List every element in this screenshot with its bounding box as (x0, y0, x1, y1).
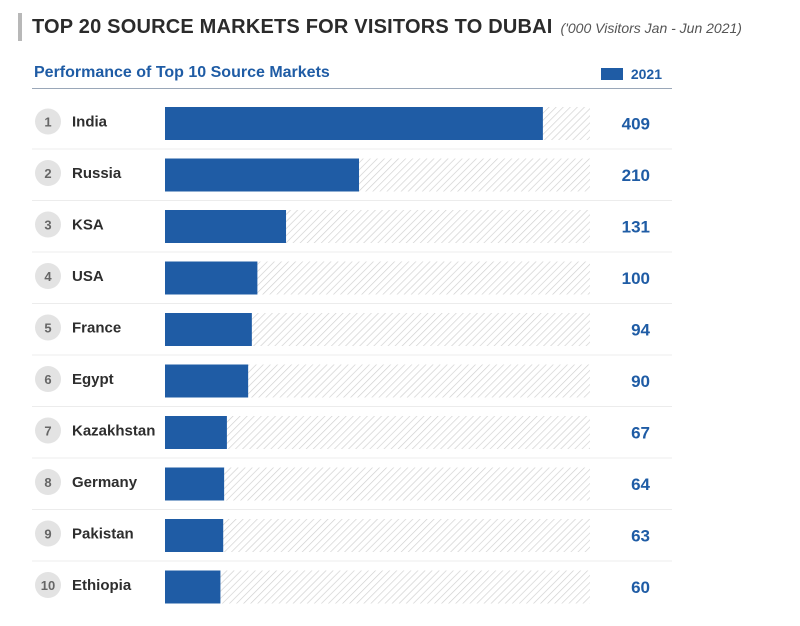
bar (165, 261, 258, 295)
chart-row: 1 India 409 (32, 107, 672, 150)
legend: 2021 (600, 66, 662, 82)
rank-circle (35, 572, 61, 598)
chart-row: 6 Egypt 90 (32, 364, 672, 407)
chart-row: 2 Russia 210 (32, 158, 672, 201)
category-label: Egypt (72, 371, 114, 388)
rank-circle (35, 211, 61, 238)
page-title: TOP 20 SOURCE MARKETS FOR VISITORS TO DU… (32, 15, 553, 38)
rank-label: 6 (44, 372, 51, 387)
bar (165, 416, 227, 449)
bar (165, 467, 225, 501)
bar-track (165, 519, 590, 552)
data-label: 64 (631, 475, 650, 494)
data-label: 63 (631, 527, 650, 546)
chart-row: 7 Kazakhstan 67 (32, 416, 672, 459)
legend-swatch (600, 68, 623, 80)
data-label: 90 (631, 372, 650, 391)
category-label: KSA (72, 217, 104, 234)
category-label: India (72, 114, 108, 131)
title-accent-bar (18, 13, 22, 41)
chart-row: 9 Pakistan 63 (32, 519, 672, 562)
chart-row: 4 USA 100 (32, 261, 672, 304)
data-label: 100 (622, 269, 650, 288)
data-label: 409 (622, 115, 650, 134)
rank-circle (35, 520, 61, 547)
rank-circle (35, 108, 61, 135)
title-block: TOP 20 SOURCE MARKETS FOR VISITORS TO DU… (18, 10, 742, 44)
bar-track (165, 570, 590, 604)
data-label: 94 (631, 321, 650, 340)
bar-track (165, 416, 590, 449)
rank-circle (35, 417, 61, 444)
bar (165, 210, 287, 243)
bar (165, 519, 224, 552)
rank-label: 2 (44, 166, 51, 181)
category-label: Germany (72, 474, 138, 491)
rank-circle (35, 366, 61, 392)
bar-track (165, 467, 590, 501)
rank-label: 5 (44, 321, 51, 336)
bar (165, 107, 543, 140)
rank-circle (35, 263, 61, 289)
rank-circle (35, 160, 61, 186)
category-label: Russia (72, 165, 122, 182)
chart-rows: 1 India 409 2 Russia 210 3 KSA 131 4 USA 100 5 France… (32, 107, 672, 604)
rank-label: 9 (44, 527, 51, 542)
data-label: 131 (622, 218, 650, 237)
chart-row: 3 KSA 131 (32, 210, 672, 253)
bar (165, 570, 221, 604)
bar (165, 158, 360, 192)
category-label: Pakistan (72, 526, 134, 543)
rank-circle (35, 469, 61, 495)
chart-row: 10 Ethiopia 60 (35, 570, 650, 604)
page-subtitle: ('000 Visitors Jan - Jun 2021) (560, 20, 742, 36)
rank-label: 10 (41, 578, 55, 593)
chart-row: 5 France 94 (32, 313, 672, 356)
chart-header: Performance of Top 10 Source Markets 202… (32, 60, 672, 89)
data-label: 60 (631, 578, 650, 597)
category-label: USA (72, 268, 104, 285)
bar (165, 313, 252, 346)
chart-row: 8 Germany 64 (32, 467, 672, 510)
rank-label: 7 (44, 424, 51, 439)
rank-label: 8 (44, 475, 51, 490)
chart-title: Performance of Top 10 Source Markets (34, 64, 330, 81)
bar-chart: 1 India 409 2 Russia 210 3 KSA 131 4 USA 100 5 France… (32, 107, 672, 604)
rank-label: 4 (44, 269, 52, 284)
data-label: 210 (622, 166, 650, 185)
rank-label: 1 (44, 115, 51, 130)
category-label: France (72, 320, 121, 337)
rank-circle (35, 314, 61, 341)
data-label: 67 (631, 424, 650, 443)
category-label: Ethiopia (72, 577, 132, 594)
bar (165, 364, 249, 398)
rank-label: 3 (44, 218, 51, 233)
category-label: Kazakhstan (72, 423, 155, 440)
legend-label: 2021 (630, 66, 662, 82)
